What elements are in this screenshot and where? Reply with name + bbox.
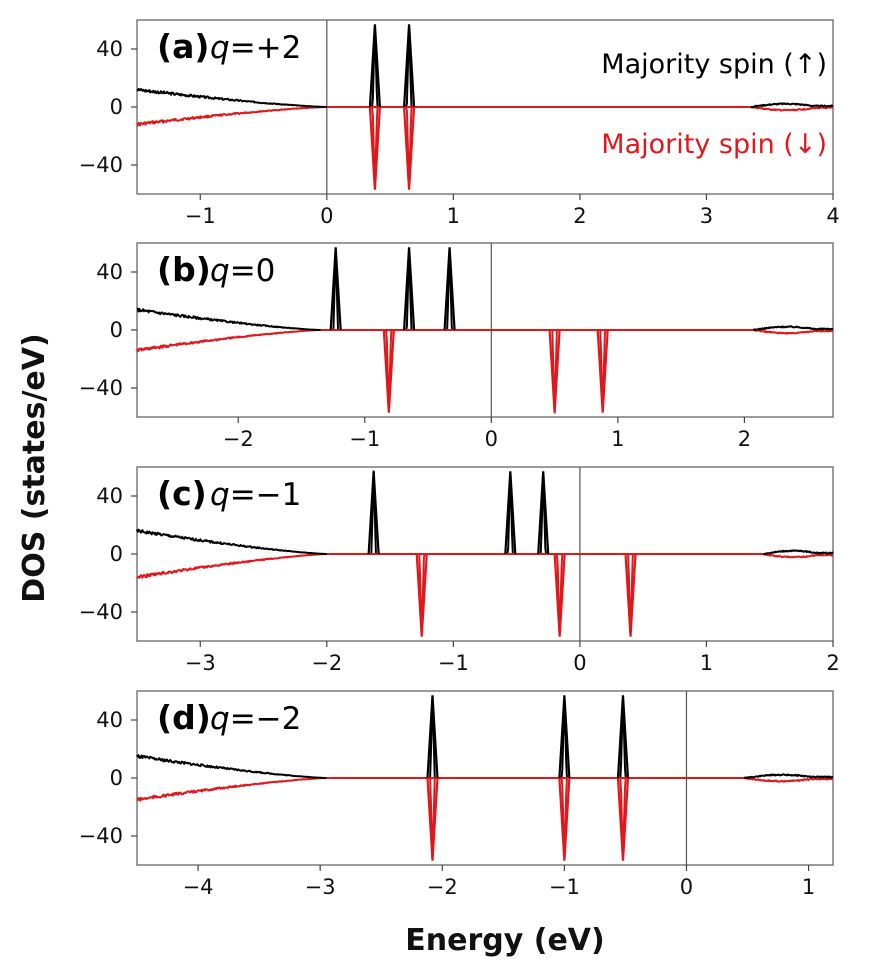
x-tick-label: 0 [485, 427, 498, 451]
y-tick-label: 0 [110, 766, 123, 790]
x-tick-label: 2 [738, 427, 751, 451]
y-tick-label: 40 [96, 708, 123, 732]
spin-down-peak [553, 553, 566, 637]
spin-up-peak [558, 695, 571, 779]
x-tick-label: 0 [573, 651, 586, 675]
spin-down-peak [426, 777, 439, 861]
x-tick-label: −2 [427, 875, 458, 899]
spin-down-dos-curve [136, 553, 834, 633]
spin-down-peak [368, 106, 382, 190]
spin-down-peak [548, 329, 561, 413]
spin-up-peak [616, 695, 630, 779]
spin-down-peak [624, 553, 637, 637]
y-tick-label: −40 [79, 153, 123, 177]
y-tick-label: −40 [79, 824, 123, 848]
x-tick-label: 1 [802, 875, 815, 899]
legend-spin-down: Majority spin (↓) [601, 129, 827, 160]
x-tick-label: −3 [305, 875, 336, 899]
charge-variable: q [210, 477, 230, 513]
x-tick-label: 0 [680, 875, 693, 899]
x-tick-label: 2 [573, 204, 586, 228]
panel-b: −40 0 40 −2 −1 0 1 2 (b) q=0 [79, 242, 834, 451]
spin-down-peak [415, 553, 428, 637]
spin-up-peak [329, 247, 342, 331]
spin-up-peak [537, 471, 550, 555]
y-tick-label: 0 [110, 318, 123, 342]
spin-up-peak [368, 24, 382, 108]
spin-up-peak [426, 695, 439, 779]
x-tick-label: −1 [185, 204, 216, 228]
panel-label: (d) [157, 698, 211, 737]
x-tick-label: −3 [185, 651, 216, 675]
charge-value: =0 [230, 253, 276, 289]
y-tick-label: 40 [96, 37, 123, 61]
spin-down-peak [382, 329, 395, 413]
x-tick-label: −1 [349, 427, 380, 451]
panel-label: (b) [157, 250, 211, 289]
spin-up-peak [367, 471, 380, 555]
y-tick-label: −40 [79, 600, 123, 624]
legend: Majority spin (↑) Majority spin (↓) [601, 49, 827, 160]
panel-c: −40 0 40 −3 −2 −1 0 1 2 (c) q=−1 [79, 466, 840, 675]
spin-down-dos-curve [136, 329, 834, 414]
spin-up-peak [443, 247, 456, 331]
x-tick-label: 0 [320, 204, 333, 228]
spin-up-peak [504, 471, 517, 555]
x-tick-label: 1 [447, 204, 460, 228]
x-tick-label: 4 [826, 204, 839, 228]
spin-down-peak [558, 777, 571, 861]
spin-down-dos-curve [136, 777, 834, 859]
x-tick-label: −1 [438, 651, 469, 675]
x-tick-label: 2 [826, 651, 839, 675]
charge-state-label: q=−2 [210, 701, 301, 737]
panel-label: (a) [157, 27, 209, 66]
charge-state-label: q=+2 [210, 30, 301, 66]
x-tick-label: −4 [183, 875, 214, 899]
spin-up-peak [402, 24, 416, 108]
y-tick-label: 0 [110, 542, 123, 566]
spin-down-peak [616, 777, 630, 861]
spin-down-peak [402, 106, 416, 190]
charge-variable: q [210, 701, 230, 737]
spin-up-peak [402, 247, 416, 331]
x-tick-label: −2 [223, 427, 254, 451]
spin-down-peak [596, 329, 609, 413]
x-tick-label: −1 [549, 875, 580, 899]
charge-value: =−2 [230, 701, 302, 737]
charge-value: =−1 [230, 477, 302, 513]
y-tick-label: 0 [110, 95, 123, 119]
panel-d: −40 0 40 −4 −3 −2 −1 0 1 (d) q=−2 [79, 690, 834, 899]
y-tick-label: 40 [96, 260, 123, 284]
charge-value: =+2 [230, 30, 302, 66]
y-tick-label: −40 [79, 376, 123, 400]
legend-spin-up: Majority spin (↑) [601, 49, 827, 80]
charge-state-label: q=−1 [210, 477, 301, 513]
charge-variable: q [210, 253, 230, 289]
panel-a: −40 0 40 −1 0 1 2 3 4 (a) q=+2 [79, 19, 840, 228]
charge-variable: q [210, 30, 230, 66]
y-axis-title: DOS (states/eV) [17, 333, 52, 602]
x-tick-label: 3 [700, 204, 713, 228]
x-tick-label: 1 [611, 427, 624, 451]
charge-state-label: q=0 [210, 253, 275, 289]
x-tick-label: −2 [311, 651, 342, 675]
y-tick-label: 40 [96, 484, 123, 508]
panel-label: (c) [157, 474, 207, 513]
x-axis-title: Energy (eV) [405, 923, 604, 958]
x-tick-label: 1 [700, 651, 713, 675]
